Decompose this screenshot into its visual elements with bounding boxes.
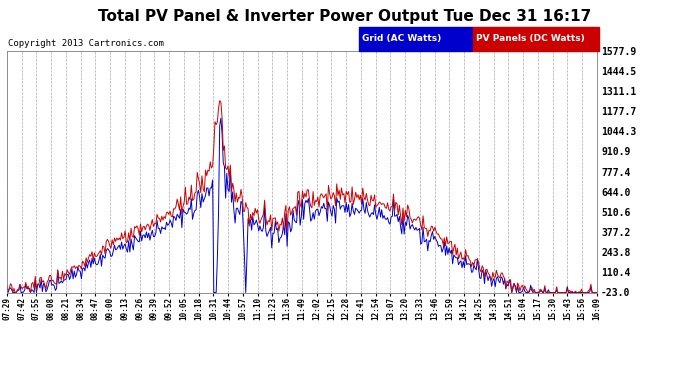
Text: Total PV Panel & Inverter Power Output Tue Dec 31 16:17: Total PV Panel & Inverter Power Output T…	[99, 9, 591, 24]
Text: Grid (AC Watts): Grid (AC Watts)	[362, 34, 442, 44]
Text: Copyright 2013 Cartronics.com: Copyright 2013 Cartronics.com	[8, 39, 164, 48]
Text: PV Panels (DC Watts): PV Panels (DC Watts)	[476, 34, 585, 44]
